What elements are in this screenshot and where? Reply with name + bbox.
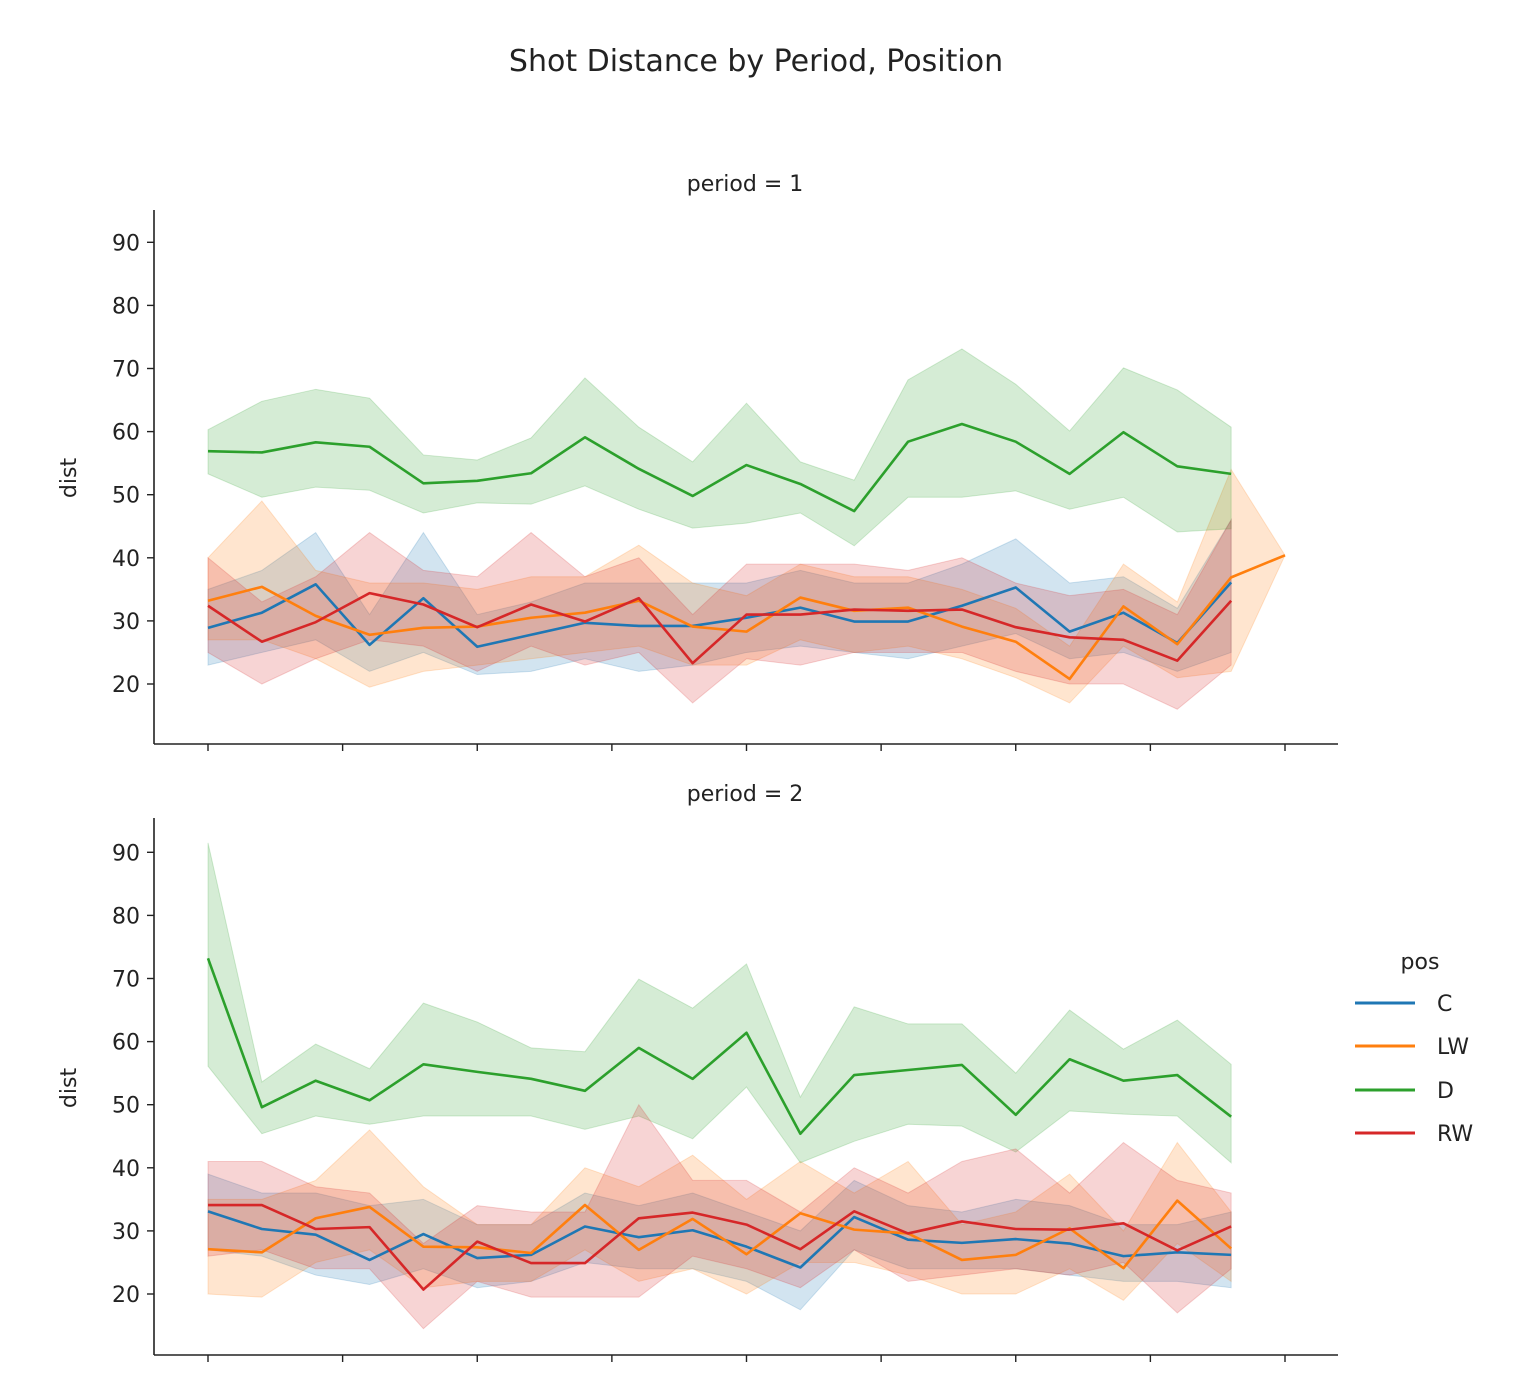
y-tick-label: 80 xyxy=(112,294,140,319)
y-tick-label: 90 xyxy=(112,841,140,866)
y-axis-label: dist xyxy=(57,458,82,499)
y-tick-label: 30 xyxy=(112,610,140,635)
series-line-c xyxy=(207,1210,1232,1269)
panel-title: period = 2 xyxy=(687,782,804,807)
panel-period-1: period = 1 dist 20 30 40 50 60 70 80 90 xyxy=(57,172,1338,751)
series-line-rw xyxy=(207,591,1233,665)
plot-area: 20 30 40 50 60 70 80 90 xyxy=(112,210,1338,751)
legend-entry-lw: LW xyxy=(1355,1035,1469,1060)
y-tick-label: 20 xyxy=(112,673,140,698)
y-tick-label: 20 xyxy=(112,1283,140,1308)
y-tick-label: 30 xyxy=(112,1220,140,1245)
chart-title: Shot Distance by Period, Position xyxy=(509,44,1003,79)
legend: pos C LW D RW xyxy=(1355,950,1473,1147)
y-tick-label: 50 xyxy=(112,484,140,509)
legend-entry-c: C xyxy=(1355,992,1452,1017)
y-tick-label: 80 xyxy=(112,904,140,929)
y-tick-label: 70 xyxy=(112,358,140,383)
series-line-lw xyxy=(207,1199,1233,1270)
legend-label: D xyxy=(1437,1079,1454,1104)
legend-label: RW xyxy=(1437,1122,1473,1147)
y-tick-label: 60 xyxy=(112,1031,140,1056)
series-line-d xyxy=(207,422,1232,513)
legend-title: pos xyxy=(1401,950,1440,975)
legend-label: LW xyxy=(1437,1035,1469,1060)
ci-band-rw xyxy=(207,1103,1232,1330)
legend-entry-rw: RW xyxy=(1355,1122,1473,1147)
y-axis-label: dist xyxy=(57,1068,82,1109)
legend-label: C xyxy=(1437,992,1452,1017)
y-tick-label: 90 xyxy=(112,231,140,256)
ci-band-d xyxy=(207,348,1232,547)
ci-band-rw xyxy=(207,518,1232,710)
series-line-d xyxy=(206,957,1232,1136)
y-tick-label: 70 xyxy=(112,968,140,993)
ci-band-d xyxy=(207,842,1232,1164)
plot-area: 20 30 40 50 60 70 80 90 xyxy=(112,818,1338,1362)
y-tick-label: 40 xyxy=(112,1157,140,1182)
ci-band-lw xyxy=(207,468,1286,704)
series-line-rw xyxy=(208,1203,1232,1291)
legend-entry-d: D xyxy=(1355,1079,1454,1104)
ci-band-c xyxy=(207,1173,1232,1311)
y-tick-label: 40 xyxy=(112,547,140,572)
panel-title: period = 1 xyxy=(687,172,804,197)
panel-period-2: period = 2 dist 20 30 40 50 60 70 80 90 xyxy=(57,782,1338,1362)
series-line-lw xyxy=(207,554,1286,681)
y-tick-label: 60 xyxy=(112,421,140,446)
series-line-c xyxy=(207,581,1233,649)
y-tick-label: 50 xyxy=(112,1094,140,1119)
